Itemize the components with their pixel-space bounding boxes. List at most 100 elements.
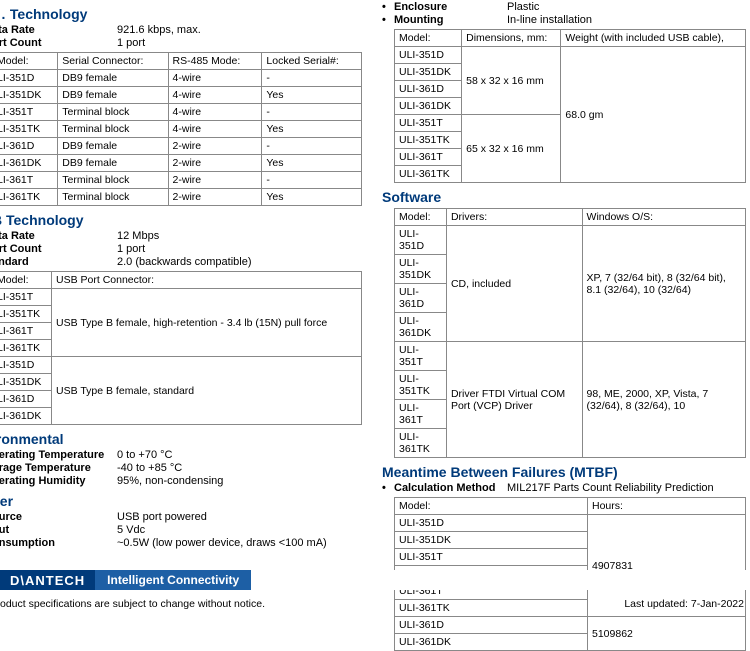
th-usb-connector: USB Port Connector: xyxy=(52,272,362,289)
table-cell: ULI-361DK xyxy=(395,313,447,342)
label-standard: andard xyxy=(0,256,117,268)
table-cell: ULI-361TK xyxy=(395,166,462,183)
table-cell: 2-wire xyxy=(168,138,262,155)
label-mounting: Mounting xyxy=(394,14,507,26)
table-cell: 5109862 xyxy=(588,617,746,651)
table-cell: LI-351DK xyxy=(0,374,52,391)
footer-updated: Last updated: 7-Jan-2022 xyxy=(624,598,744,610)
table-cell: - xyxy=(262,104,362,121)
table-cell: DB9 female xyxy=(58,87,168,104)
table-cell: LI-361DK xyxy=(0,408,52,425)
th-dim: Dimensions, mm: xyxy=(462,30,561,47)
table-cell: ULI-351TK xyxy=(395,132,462,149)
table-cell: LI-351D xyxy=(0,357,52,374)
bullet-icon: • xyxy=(382,482,394,494)
label-source: ource xyxy=(0,511,117,523)
table-cell: ULI-361DK xyxy=(395,634,588,651)
value-source: USB port powered xyxy=(117,511,207,523)
table-cell: ULI-351D xyxy=(395,47,462,64)
table-cell: ULI-361DK xyxy=(395,98,462,115)
right-column: •EnclosurePlastic •MountingIn-line insta… xyxy=(382,0,750,651)
section-title-usb: B Technology xyxy=(0,212,362,228)
label-data-rate-2: ata Rate xyxy=(0,230,117,242)
table-cell: LI-361T xyxy=(0,323,52,340)
table-cell: LI-361T xyxy=(0,172,58,189)
table-cell: 2-wire xyxy=(168,155,262,172)
table-cell: Yes xyxy=(262,87,362,104)
table-cell: LI-351T xyxy=(0,104,58,121)
table-cell: ULI-351DK xyxy=(395,64,462,81)
section-title-power: ver xyxy=(0,493,362,509)
table-cell: 98, ME, 2000, XP, Vista, 7 (32/64), 8 (3… xyxy=(582,342,745,458)
label-port-count-1: ort Count xyxy=(0,37,117,49)
value-op-hum: 95%, non-condensing xyxy=(117,475,223,487)
table-cell: 2-wire xyxy=(168,189,262,206)
th-connector: Serial Connector: xyxy=(58,53,168,70)
table-cell: LI-351D xyxy=(0,70,58,87)
table-cell: ULI-351D xyxy=(395,515,588,532)
th-locked: Locked Serial#: xyxy=(262,53,362,70)
table-cell: LI-351TK xyxy=(0,121,58,138)
table-cell: 4-wire xyxy=(168,121,262,138)
table-cell: 58 x 32 x 16 mm xyxy=(462,47,561,115)
section-title-tech: … Technology xyxy=(0,6,362,22)
table-cell: ULI-361D xyxy=(395,617,588,634)
table-cell: USB Type B female, standard xyxy=(52,357,362,425)
table-cell: 4-wire xyxy=(168,104,262,121)
table-cell: 4-wire xyxy=(168,70,262,87)
table-cell: ULI-361T xyxy=(395,400,447,429)
table-cell: Driver FTDI Virtual COM Port (VCP) Drive… xyxy=(446,342,582,458)
label-op-hum: perating Humidity xyxy=(0,475,117,487)
table-cell: Terminal block xyxy=(58,172,168,189)
table-cell: Yes xyxy=(262,155,362,172)
table-cell: LI-361DK xyxy=(0,155,58,172)
label-consumption: onsumption xyxy=(0,537,117,549)
bullet-icon: • xyxy=(382,1,394,13)
th-os: Windows O/S: xyxy=(582,209,745,226)
table-cell: - xyxy=(262,138,362,155)
table-cell: ULI-351T xyxy=(395,549,588,566)
footer-bar: D\ANTECH Intelligent Connectivity xyxy=(0,570,750,590)
table-software: Model:Drivers:Windows O/S: ULI-351DCD, i… xyxy=(394,208,746,458)
table-cell: - xyxy=(262,172,362,189)
table-cell: DB9 female xyxy=(58,138,168,155)
table-cell: Terminal block xyxy=(58,121,168,138)
table-cell: ULI-351T xyxy=(395,115,462,132)
value-standard: 2.0 (backwards compatible) xyxy=(117,256,252,268)
table-cell: XP, 7 (32/64 bit), 8 (32/64 bit), 8.1 (3… xyxy=(582,226,745,342)
table-cell: 4-wire xyxy=(168,87,262,104)
value-data-rate-1: 921.6 kbps, max. xyxy=(117,24,201,36)
footer-disclaimer: oduct specifications are subject to chan… xyxy=(0,598,265,610)
table-cell: 2-wire xyxy=(168,172,262,189)
table-cell: - xyxy=(262,70,362,87)
table-cell: LI-351DK xyxy=(0,87,58,104)
value-enclosure: Plastic xyxy=(507,1,539,13)
th-model: Model: xyxy=(0,272,52,289)
footer-brand: D\ANTECH xyxy=(0,570,95,590)
footer-tagline: Intelligent Connectivity xyxy=(95,570,251,590)
table-cell: ULI-351DK xyxy=(395,255,447,284)
footer-spacer xyxy=(251,570,750,590)
table-cell: LI-361D xyxy=(0,391,52,408)
table-cell: CD, included xyxy=(446,226,582,342)
table-cell: LI-361D xyxy=(0,138,58,155)
label-enclosure: Enclosure xyxy=(394,1,507,13)
left-column: … Technology ata Rate 921.6 kbps, max. or… xyxy=(0,0,362,651)
table-cell: 65 x 32 x 16 mm xyxy=(462,115,561,183)
table-cell: Terminal block xyxy=(58,189,168,206)
value-port-count-2: 1 port xyxy=(117,243,145,255)
table-cell: LI-351TK xyxy=(0,306,52,323)
value-input: 5 Vdc xyxy=(117,524,145,536)
th-drivers: Drivers: xyxy=(446,209,582,226)
table-cell: ULI-351D xyxy=(395,226,447,255)
table-cell: Yes xyxy=(262,189,362,206)
th-model: Model: xyxy=(395,209,447,226)
section-title-software: Software xyxy=(382,189,746,205)
label-input: put xyxy=(0,524,117,536)
label-calc-method: Calculation Method xyxy=(394,482,507,494)
table-cell: USB Type B female, high-retention - 3.4 … xyxy=(52,289,362,357)
table-cell: LI-361TK xyxy=(0,340,52,357)
table-cell: DB9 female xyxy=(58,70,168,87)
table-cell: ULI-361D xyxy=(395,81,462,98)
th-model: Model: xyxy=(395,30,462,47)
